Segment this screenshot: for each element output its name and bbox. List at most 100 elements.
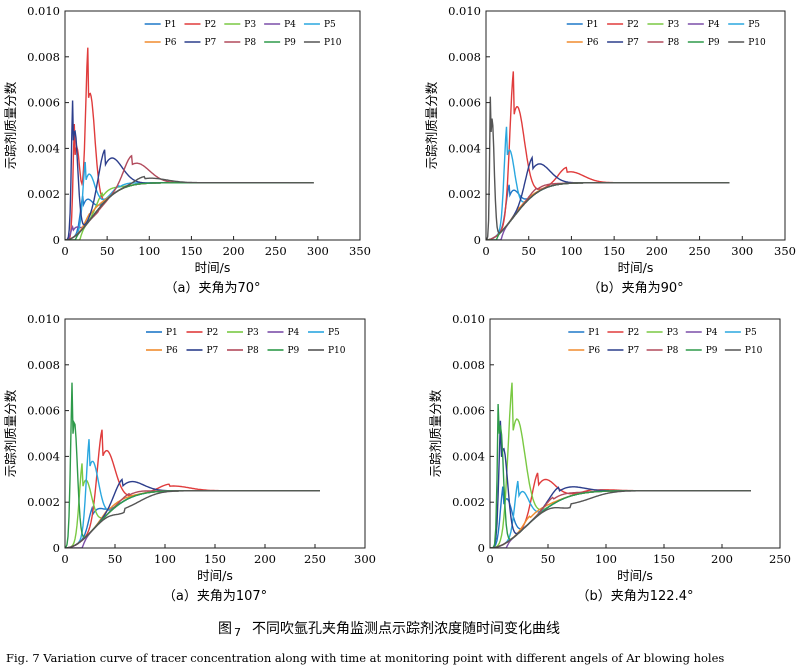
legend-item-p3: P3 xyxy=(227,328,259,338)
legend-label: P5 xyxy=(324,20,336,30)
legend-item-p1: P1 xyxy=(566,20,599,30)
legend-item-p10: P10 xyxy=(724,346,763,356)
legend-item-p10: P10 xyxy=(308,346,346,356)
legend-label: P9 xyxy=(284,38,296,48)
y-tick-label: 0.004 xyxy=(452,449,485,463)
legend-item-p9: P9 xyxy=(685,346,718,356)
y-tick-label: 0 xyxy=(474,233,481,247)
x-tick-label: 0 xyxy=(482,244,489,258)
legend-item-p3: P3 xyxy=(647,20,680,30)
legend-item-p1: P1 xyxy=(568,328,600,338)
x-tick-label: 350 xyxy=(774,244,796,258)
y-tick-label: 0.010 xyxy=(27,4,60,18)
chart-panel-3: 0 50 100 150 200 250 300 0 0.002 0.004 0.006 0.008 0… xyxy=(3,312,376,604)
series-line-p2 xyxy=(486,71,730,240)
y-tick-label: 0.002 xyxy=(27,495,60,509)
x-tick-label: 100 xyxy=(138,244,160,258)
legend-label: P4 xyxy=(288,328,300,338)
legend-label: P5 xyxy=(748,20,760,30)
series-line-p10 xyxy=(486,96,730,240)
series-group xyxy=(486,71,730,240)
caption-en-text: Fig. 7 Variation curve of tracer concent… xyxy=(6,651,724,665)
legend-label: P2 xyxy=(627,20,639,30)
legend-item-p2: P2 xyxy=(184,20,216,30)
x-tick-label: 0 xyxy=(61,244,68,258)
x-tick-label: 100 xyxy=(154,552,176,566)
y-tick-label: 0.010 xyxy=(452,312,485,326)
y-tick-label: 0.004 xyxy=(27,449,60,463)
legend-item-p5: P5 xyxy=(728,20,760,30)
x-tick-label: 50 xyxy=(100,244,115,258)
series-line-p10 xyxy=(65,490,320,548)
legend-label: P3 xyxy=(247,328,259,338)
legend-label: P10 xyxy=(745,346,763,356)
x-tick-label: 200 xyxy=(646,244,668,258)
legend-item-p4: P4 xyxy=(267,328,300,338)
y-tick-label: 0.006 xyxy=(448,96,481,110)
legend-label: P9 xyxy=(708,38,720,48)
series-line-p9 xyxy=(65,382,320,548)
x-axis-label: 时间/s xyxy=(195,260,231,275)
x-tick-label: 300 xyxy=(307,244,329,258)
legend-item-p1: P1 xyxy=(146,328,178,338)
legend-label: P5 xyxy=(328,328,340,338)
legend-item-p5: P5 xyxy=(308,328,340,338)
legend-item-p6: P6 xyxy=(144,38,177,48)
series-line-p3 xyxy=(65,463,320,548)
x-tick-label: 250 xyxy=(265,244,287,258)
legend-label: P1 xyxy=(166,328,178,338)
legend-item-p7: P7 xyxy=(607,346,640,356)
legend-item-p9: P9 xyxy=(687,38,720,48)
legend-item-p3: P3 xyxy=(224,20,256,30)
x-tick-label: 100 xyxy=(560,244,582,258)
x-tick-label: 150 xyxy=(653,552,675,566)
x-tick-label: 0 xyxy=(61,552,68,566)
y-tick-label: 0.010 xyxy=(448,4,481,18)
series-line-p2 xyxy=(65,47,314,240)
x-tick-label: 250 xyxy=(769,552,791,566)
legend-item-p10: P10 xyxy=(728,38,766,48)
x-tick-label: 250 xyxy=(304,552,326,566)
x-tick-label: 200 xyxy=(254,552,276,566)
legend-label: P3 xyxy=(667,328,679,338)
legend-item-p9: P9 xyxy=(264,38,296,48)
legend-item-p8: P8 xyxy=(224,38,256,48)
legend-label: P6 xyxy=(165,38,177,48)
y-tick-label: 0.008 xyxy=(452,358,485,372)
legend-label: P7 xyxy=(204,38,216,48)
legend-item-p8: P8 xyxy=(646,346,679,356)
y-axis-label: 示踪剂质量分数 xyxy=(3,389,18,477)
series-group xyxy=(490,382,751,548)
legend-item-p2: P2 xyxy=(186,328,219,338)
x-tick-label: 300 xyxy=(731,244,753,258)
x-tick-label: 150 xyxy=(603,244,625,258)
series-line-p9 xyxy=(490,403,751,548)
legend-label: P5 xyxy=(745,328,757,338)
y-tick-label: 0.002 xyxy=(27,187,60,201)
legend-item-p8: P8 xyxy=(647,38,680,48)
legend-item-p10: P10 xyxy=(303,38,342,48)
x-tick-label: 50 xyxy=(541,552,556,566)
legend-label: P6 xyxy=(588,346,600,356)
legend-label: P8 xyxy=(244,38,256,48)
panels-group: 0 50 100 150 200 250 300 350 0 0.002 0.004 0.006 0.0… xyxy=(3,4,796,604)
legend-item-p2: P2 xyxy=(607,328,639,338)
y-tick-label: 0.002 xyxy=(452,495,485,509)
series-line-p9 xyxy=(65,182,314,240)
y-axis-label: 示踪剂质量分数 xyxy=(428,389,443,477)
legend-label: P9 xyxy=(706,346,718,356)
legend-label: P8 xyxy=(667,346,679,356)
legend-label: P4 xyxy=(284,20,296,30)
legend-item-p7: P7 xyxy=(184,38,217,48)
legend-item-p8: P8 xyxy=(227,346,259,356)
x-tick-label: 150 xyxy=(204,552,226,566)
legend-label: P8 xyxy=(667,38,679,48)
panel-caption: （a）夹角为70° xyxy=(164,281,260,296)
legend-label: P2 xyxy=(207,328,219,338)
x-axis-label: 时间/s xyxy=(617,568,653,583)
x-tick-label: 300 xyxy=(354,552,376,566)
series-line-p10 xyxy=(490,490,751,548)
series-line-p1 xyxy=(65,182,314,240)
series-line-p4 xyxy=(65,182,314,240)
